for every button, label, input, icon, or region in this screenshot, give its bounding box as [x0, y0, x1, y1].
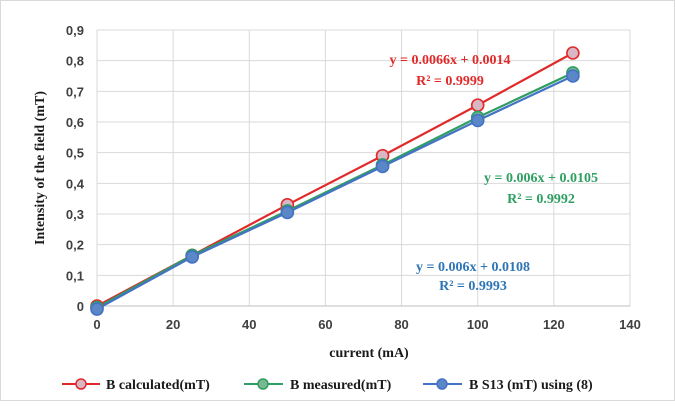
- x-axis-title: current (mA): [329, 346, 409, 361]
- y-tick-label: 0,3: [66, 207, 84, 222]
- data-point-2-1[interactable]: [185, 250, 199, 264]
- y-tick-label: 0: [77, 299, 84, 314]
- y-tick-label: 0,6: [66, 115, 84, 130]
- x-tick-label: 60: [318, 317, 332, 332]
- series-line-1: [96, 71, 574, 309]
- x-tick-label: 120: [543, 317, 565, 332]
- legend-item-calculated[interactable]: B calculated(mT): [62, 378, 210, 393]
- data-point-0-5[interactable]: [566, 46, 580, 60]
- y-tick-label: 0,2: [66, 238, 84, 253]
- legend-item-s13[interactable]: B S13 (mT) using (8): [423, 378, 593, 393]
- equation-s13: y = 0.006x + 0.0108: [416, 260, 530, 275]
- series-layer: [90, 46, 580, 316]
- data-point-2-3[interactable]: [375, 159, 390, 174]
- legend-label-calculated: B calculated(mT): [106, 378, 210, 393]
- data-point-2-2[interactable]: [280, 205, 295, 220]
- legend-item-measured[interactable]: B measured(mT): [244, 378, 392, 393]
- y-tick-label: 0,9: [66, 23, 84, 38]
- series-line-2: [96, 75, 574, 311]
- axes: 0 20 40 60 80 100 120 140 0 0,1 0,2 0,3 0,4 0,5 0,6 0,7…: [66, 23, 641, 332]
- r2-measured: R² = 0.9992: [507, 192, 575, 207]
- x-tick-label: 0: [93, 317, 100, 332]
- x-tick-label: 100: [467, 317, 489, 332]
- legend-label-s13: B S13 (mT) using (8): [469, 378, 593, 393]
- y-tick-label: 0,4: [66, 176, 85, 191]
- x-tick-label: 20: [166, 317, 180, 332]
- equation-calculated: y = 0.0066x + 0.0014: [390, 53, 511, 68]
- data-point-0-4[interactable]: [470, 98, 485, 112]
- y-tick-label: 0,1: [66, 268, 84, 283]
- r2-calculated: R² = 0.9999: [416, 74, 484, 89]
- data-point-2-5[interactable]: [566, 69, 580, 83]
- data-point-2-0[interactable]: [90, 302, 104, 316]
- legend-label-measured: B measured(mT): [290, 378, 392, 393]
- y-tick-label: 0,7: [66, 84, 84, 99]
- r2-s13: R² = 0.9993: [439, 279, 507, 294]
- y-tick-label: 0,8: [66, 54, 84, 69]
- y-tick-label: 0,5: [66, 146, 84, 161]
- labels: current (mA) Intensity of the field (mT)…: [33, 53, 598, 361]
- y-axis-title: Intensity of the field (mT): [33, 91, 48, 245]
- equation-measured: y = 0.006x + 0.0105: [484, 171, 598, 186]
- data-point-2-4[interactable]: [470, 113, 485, 128]
- x-tick-label: 80: [394, 317, 408, 332]
- x-tick-label: 140: [619, 317, 641, 332]
- legend: B calculated(mT) B measured(mT) B S13 (m…: [62, 378, 593, 393]
- x-tick-label: 40: [242, 317, 256, 332]
